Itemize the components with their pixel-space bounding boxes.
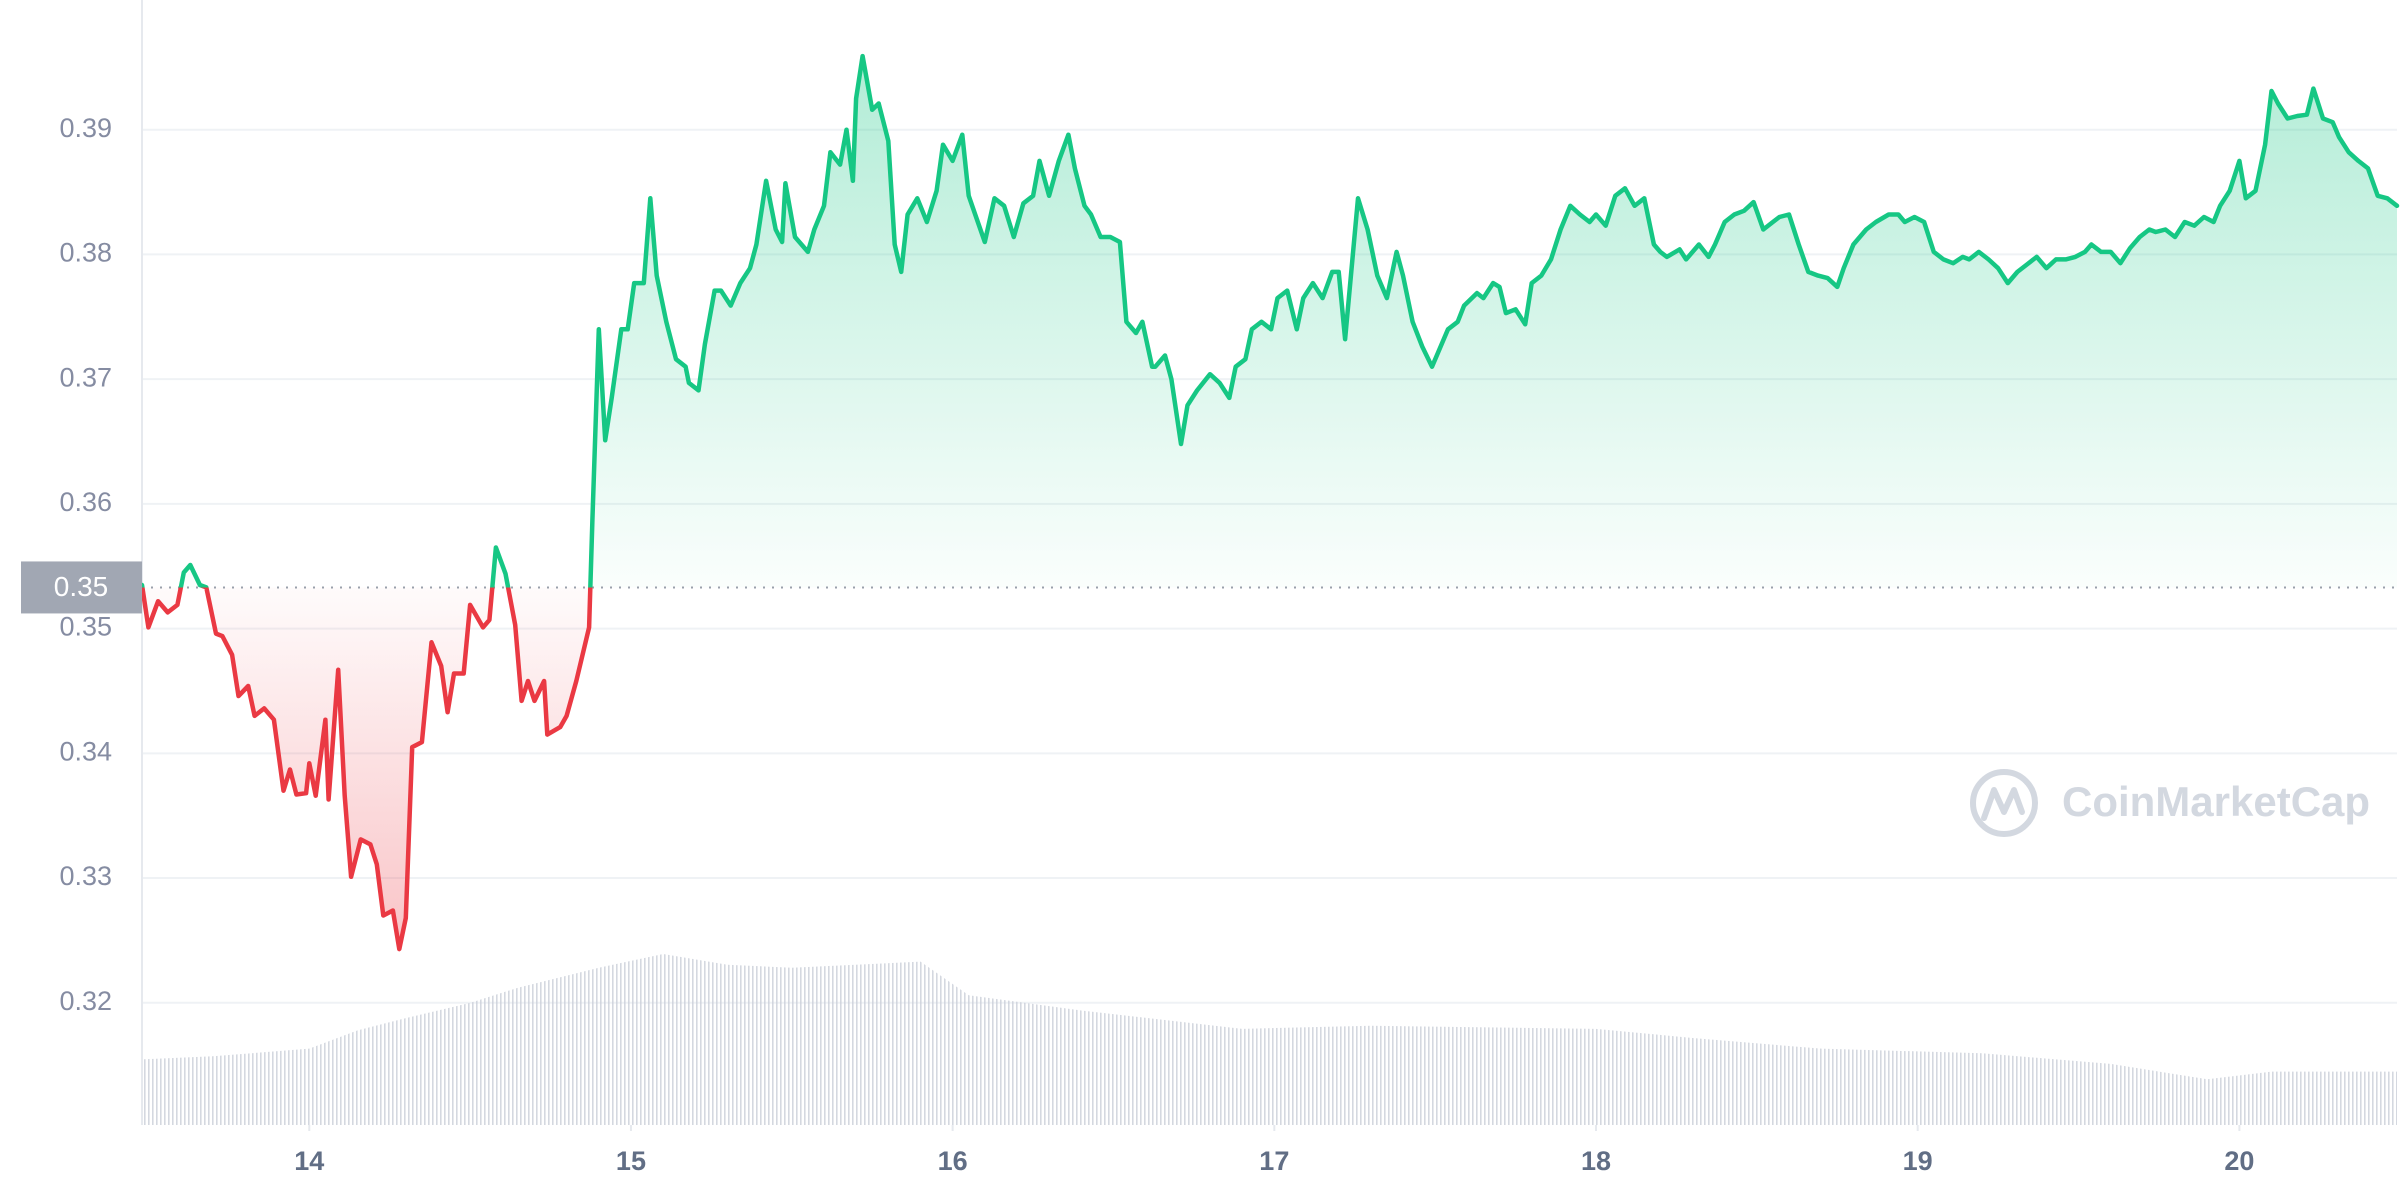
x-tick-label: 17 — [1259, 1146, 1289, 1176]
x-tick-label: 20 — [2224, 1146, 2254, 1176]
y-tick-label: 0.38 — [59, 238, 112, 268]
x-tick-label: 14 — [294, 1146, 324, 1176]
watermark-text: CoinMarketCap — [2062, 778, 2370, 825]
reference-label: 0.35 — [54, 571, 109, 602]
price-line — [139, 53, 2400, 952]
y-tick-label: 0.34 — [59, 736, 112, 766]
x-tick-label: 18 — [1581, 1146, 1611, 1176]
reference-badge — [21, 561, 142, 614]
y-tick-label: 0.32 — [59, 986, 112, 1016]
volume-area — [142, 954, 2397, 1125]
y-tick-label: 0.35 — [59, 612, 112, 642]
price-area — [142, 56, 2397, 950]
watermark-logo — [1970, 769, 2038, 837]
watermark-logo-mark — [1981, 787, 2025, 821]
x-tick-label: 19 — [1903, 1146, 1933, 1176]
y-tick-label: 0.33 — [59, 861, 112, 891]
watermark: CoinMarketCap — [1970, 769, 2370, 837]
x-tick-label: 15 — [616, 1146, 646, 1176]
x-tick-label: 16 — [938, 1146, 968, 1176]
y-tick-label: 0.37 — [59, 362, 112, 392]
y-tick-label: 0.36 — [59, 487, 112, 517]
y-tick-label: 0.39 — [59, 113, 112, 143]
